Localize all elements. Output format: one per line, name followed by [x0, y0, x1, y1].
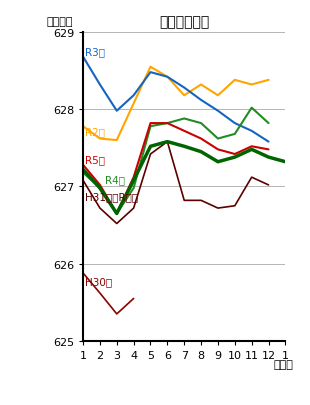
Text: R2年: R2年 — [85, 126, 105, 136]
Title: 月別人口推移: 月別人口推移 — [159, 15, 209, 29]
Text: R3年: R3年 — [85, 47, 105, 57]
Text: H30年: H30年 — [85, 276, 112, 286]
Text: R4年: R4年 — [105, 174, 125, 184]
Text: （万人）: （万人） — [46, 17, 73, 27]
Text: R5年: R5年 — [85, 155, 105, 165]
Text: （月）: （月） — [274, 360, 294, 370]
Text: H31年・R元年: H31年・R元年 — [85, 191, 138, 201]
